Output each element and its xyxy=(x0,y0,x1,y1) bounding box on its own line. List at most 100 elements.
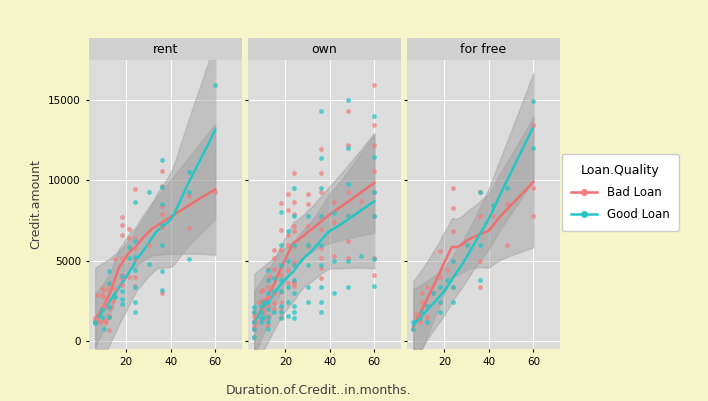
Point xyxy=(262,306,273,312)
Point xyxy=(329,219,340,225)
Point xyxy=(315,170,326,176)
Point xyxy=(315,241,326,248)
Point xyxy=(527,122,539,128)
Point xyxy=(103,267,114,274)
Point xyxy=(249,309,260,315)
Point xyxy=(289,259,300,265)
Point xyxy=(156,183,168,190)
Point xyxy=(123,235,135,241)
Point xyxy=(275,241,287,248)
Point xyxy=(94,318,105,325)
Point xyxy=(183,255,194,262)
Point xyxy=(275,308,287,314)
Point xyxy=(156,201,168,207)
Point xyxy=(302,241,313,248)
Point xyxy=(461,241,472,248)
Point xyxy=(282,207,293,214)
Point xyxy=(441,267,452,273)
Point xyxy=(421,303,433,310)
Point xyxy=(369,142,380,148)
Point xyxy=(275,261,287,268)
Point xyxy=(369,213,380,219)
Point xyxy=(474,189,486,195)
Point xyxy=(369,189,380,195)
Point xyxy=(369,255,380,261)
Point xyxy=(315,146,326,152)
Point xyxy=(428,290,439,296)
Point xyxy=(302,213,313,219)
Point xyxy=(282,284,293,290)
Point xyxy=(183,192,194,199)
Point xyxy=(116,273,127,279)
Point xyxy=(262,266,273,273)
Point xyxy=(342,108,353,114)
Point xyxy=(501,185,513,192)
Point xyxy=(268,309,280,315)
Point xyxy=(289,213,300,219)
Point xyxy=(447,284,459,290)
Point xyxy=(103,280,114,287)
Point xyxy=(421,303,433,310)
Point xyxy=(275,303,287,310)
Point xyxy=(105,304,116,310)
Point xyxy=(474,276,486,283)
Point xyxy=(251,320,262,326)
Point xyxy=(268,266,280,272)
Point xyxy=(264,273,275,280)
Point xyxy=(262,284,273,290)
Point xyxy=(282,241,293,248)
Point xyxy=(116,214,127,220)
Point xyxy=(369,113,380,119)
Point xyxy=(342,189,353,195)
Point xyxy=(256,317,267,324)
Point xyxy=(434,299,445,305)
Point xyxy=(342,145,353,152)
Point xyxy=(256,288,267,294)
Point xyxy=(258,309,269,316)
Point xyxy=(275,304,287,310)
Point xyxy=(143,189,154,195)
Point xyxy=(116,272,127,278)
Point xyxy=(116,288,127,294)
Point xyxy=(156,287,168,293)
Point xyxy=(143,241,154,248)
Point xyxy=(89,315,101,322)
Point xyxy=(289,290,300,296)
Point xyxy=(275,288,287,295)
Point xyxy=(256,315,267,322)
Point xyxy=(289,279,300,286)
Point xyxy=(315,284,326,290)
Point xyxy=(289,211,300,217)
Point xyxy=(289,261,300,268)
Point xyxy=(123,244,135,251)
Point xyxy=(103,304,114,311)
Point xyxy=(103,313,114,319)
Point xyxy=(258,314,269,320)
Point xyxy=(342,255,353,261)
Point xyxy=(408,325,419,332)
Point xyxy=(289,227,300,234)
Point xyxy=(369,283,380,289)
Point xyxy=(369,189,380,195)
Point xyxy=(421,319,433,325)
Point xyxy=(329,209,340,216)
Point xyxy=(329,257,340,264)
Point xyxy=(434,284,445,290)
Point xyxy=(156,267,168,274)
Point xyxy=(156,203,168,210)
Point xyxy=(434,309,445,315)
Point xyxy=(256,299,267,305)
Point xyxy=(101,318,112,325)
Point xyxy=(501,200,513,207)
Point xyxy=(268,247,280,253)
Text: rent: rent xyxy=(152,43,178,56)
Point xyxy=(434,273,445,280)
Point xyxy=(116,301,127,308)
Point xyxy=(275,276,287,283)
Point xyxy=(116,282,127,288)
Point xyxy=(408,319,419,325)
Point xyxy=(116,274,127,281)
Point xyxy=(329,252,340,259)
Point xyxy=(447,227,459,234)
Point xyxy=(474,257,486,264)
